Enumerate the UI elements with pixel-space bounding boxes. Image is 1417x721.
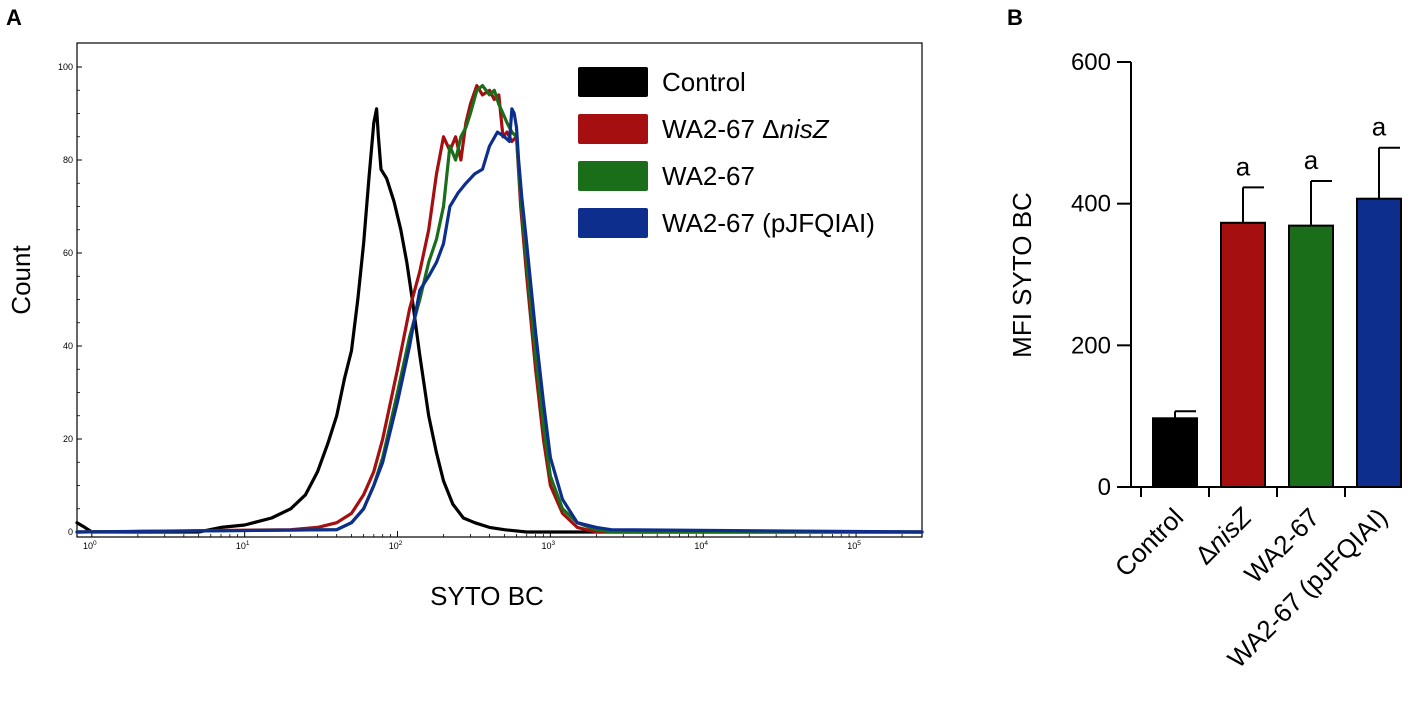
bar-y-tick-label: 0 [1098, 474, 1111, 501]
significance-letter: a [1304, 145, 1319, 175]
histogram-y-axis: 0 20 40 60 80 100 [58, 62, 82, 537]
histogram-series-lines [75, 83, 924, 534]
histogram-x-tick-base: 10 [389, 541, 399, 551]
bar-y-tick-label: 200 [1071, 332, 1111, 359]
bar-3 [1356, 197, 1402, 488]
histogram-y-tick-label: 20 [63, 434, 73, 444]
histogram-x-axis-title: SYTO BC [430, 581, 544, 611]
histogram-x-tick-label: 103 [542, 540, 556, 551]
legend-label-text: WA2-67 (pJFQIAI) [662, 208, 875, 238]
legend-label-text: WA2-67 [662, 161, 755, 191]
histogram-x-tick-exponent: 3 [552, 540, 556, 547]
bar-y-tick-label: 400 [1071, 191, 1111, 218]
histogram-line-1 [75, 83, 924, 534]
histogram-x-tick-base: 10 [83, 541, 93, 551]
legend-swatch-3 [578, 208, 648, 238]
legend-label-text: WA2-67 Δ [662, 114, 780, 144]
bar-1 [1220, 221, 1266, 489]
histogram-y-tick-label: 40 [63, 341, 73, 351]
histogram-line-2 [75, 83, 924, 534]
bar-category-label: Control [1109, 502, 1189, 582]
histogram-y-tick-label: 100 [58, 62, 73, 72]
legend-swatch-0 [578, 67, 648, 97]
histogram-x-tick-base: 10 [694, 541, 704, 551]
histogram-legend: Control WA2-67 ΔnisZ WA2-67 WA2-67 (pJFQIAI… [578, 67, 875, 238]
legend-label-1: WA2-67 ΔnisZ [662, 114, 830, 144]
legend-label-3: WA2-67 (pJFQIAI) [662, 208, 875, 238]
legend-swatch-1 [578, 114, 648, 144]
histogram-x-tick-exponent: 5 [857, 540, 861, 547]
histogram-x-tick-exponent: 4 [704, 540, 708, 547]
bar-2 [1288, 224, 1334, 488]
histogram-x-tick-base: 10 [847, 541, 857, 551]
panel-b-label: B [1007, 5, 1023, 30]
legend-label-text: Control [662, 67, 746, 97]
legend-swatch-2 [578, 161, 648, 191]
histogram-x-tick-label: 102 [389, 540, 403, 551]
significance-letter: a [1236, 151, 1251, 181]
legend-label-italic: nisZ [780, 114, 830, 144]
legend-label-2: WA2-67 [662, 161, 755, 191]
bar-category-text: Control [1109, 502, 1189, 582]
histogram-x-tick-label: 105 [847, 540, 861, 551]
histogram-x-tick-exponent: 1 [246, 540, 250, 547]
legend-label-0: Control [662, 67, 746, 97]
bar-0 [1152, 417, 1198, 488]
histogram-line-0 [75, 107, 924, 534]
histogram-x-tick-base: 10 [542, 541, 552, 551]
histogram-y-tick-label: 0 [68, 527, 73, 537]
histogram-x-tick-base: 10 [236, 541, 246, 551]
histogram-x-tick-label: 104 [694, 540, 708, 551]
bar-y-tick-label: 600 [1071, 49, 1111, 76]
histogram-x-tick-exponent: 0 [93, 540, 97, 547]
panel-a-label: A [6, 5, 22, 30]
histogram-y-tick-label: 60 [63, 248, 73, 258]
bar-axes: 0 200 400 600 [1071, 49, 1400, 501]
bar-y-axis-title: MFI SYTO BC [1007, 192, 1037, 358]
histogram-x-tick-label: 101 [236, 540, 250, 551]
histogram-x-tick-label: 100 [83, 540, 97, 551]
histogram-x-axis: 100 101 102 103 104 105 [83, 531, 903, 551]
histogram-line-3 [75, 107, 924, 534]
significance-letter: a [1372, 112, 1387, 142]
histogram-y-axis-title: Count [6, 245, 36, 315]
histogram-plot-frame [76, 42, 923, 538]
histogram-x-tick-exponent: 2 [399, 540, 403, 547]
histogram-y-tick-label: 80 [63, 155, 73, 165]
